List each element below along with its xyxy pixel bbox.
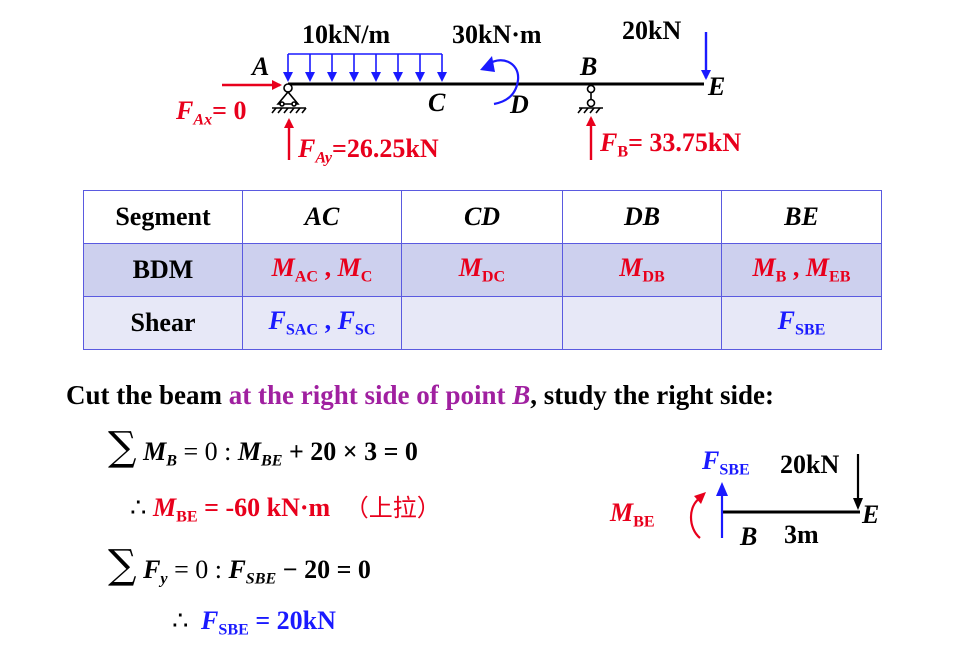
distributed-load-label: 10kN/m xyxy=(302,20,391,49)
fay-label: FAy=26.25kN xyxy=(298,134,439,167)
header-ac: AC xyxy=(242,190,402,244)
segment-table: Segment AC CD DB BE BDM MAC , MC MDC MDB… xyxy=(83,190,882,350)
fbd-point-b-label: B xyxy=(740,522,758,551)
fax-label: FAx= 0 xyxy=(176,96,247,129)
instruction-text: Cut the beam at the right side of point … xyxy=(66,380,775,410)
bdm-label: BDM xyxy=(83,243,243,297)
table-row-bdm: BDM MAC , MC MDC MDB MB , MEB xyxy=(83,243,882,297)
fbd-point-e-label: E xyxy=(862,500,880,529)
bdm-cell-be: MB , MEB xyxy=(721,243,882,297)
distributed-load-arrows xyxy=(283,53,447,82)
pin-support-a xyxy=(271,83,307,114)
bdm-cell-ac: MAC , MC xyxy=(242,243,402,297)
moment-arc-head xyxy=(480,56,495,72)
table-row-shear: Shear FSAC , FSC FSBE xyxy=(83,296,882,350)
fbd-load-label: 20kN xyxy=(780,450,840,479)
result-force: ∴ FSBE = 20kN xyxy=(172,606,336,639)
beam-diagram xyxy=(222,32,711,160)
point-e-label: E xyxy=(708,72,726,101)
shear-cell-db xyxy=(562,296,722,350)
point-a-label: A xyxy=(252,52,270,81)
table-header-row: Segment AC CD DB BE xyxy=(83,190,882,244)
header-cd: CD xyxy=(401,190,563,244)
point-b-label: B xyxy=(580,52,598,81)
free-body-diagram xyxy=(689,454,863,539)
shear-cell-cd xyxy=(401,296,563,350)
moment-load-label: 30kN·m xyxy=(452,20,542,49)
bdm-cell-db: MDB xyxy=(562,243,722,297)
shear-cell-be: FSBE xyxy=(721,296,882,350)
header-db: DB xyxy=(562,190,722,244)
header-segment: Segment xyxy=(83,190,243,244)
moment-arc xyxy=(485,59,520,106)
equation-moment: ∑ MB = 0 : MBE + 20 × 3 = 0 xyxy=(108,424,418,470)
bdm-cell-cd: MDC xyxy=(401,243,563,297)
header-be: BE xyxy=(721,190,882,244)
result-moment: ∴ MBE = -60 kN·m （上拉） xyxy=(130,493,441,526)
fbd-length-label: 3m xyxy=(784,520,819,549)
point-c-label: C xyxy=(428,88,446,117)
equation-force: ∑ Fy = 0 : FSBE − 20 = 0 xyxy=(108,542,371,588)
fb-label: FB= 33.75kN xyxy=(600,128,742,161)
shear-cell-ac: FSAC , FSC xyxy=(242,296,402,350)
shear-label: Shear xyxy=(83,296,243,350)
fbd-moment-arc xyxy=(689,497,701,539)
fbd-shear-label: FSBE xyxy=(702,446,750,479)
fbd-moment-label: MBE xyxy=(610,498,655,531)
point-load-label: 20kN xyxy=(622,16,682,45)
roller-support-b xyxy=(577,84,603,114)
point-d-label: D xyxy=(510,90,529,119)
